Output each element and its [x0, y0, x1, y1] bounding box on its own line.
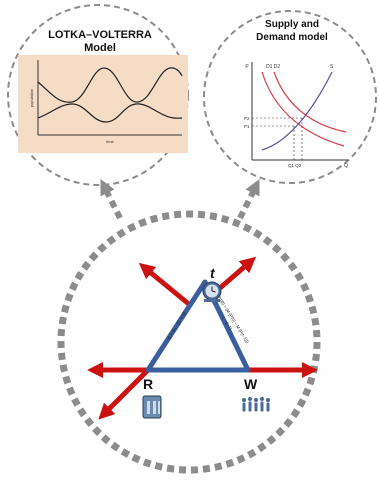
lotka-xlabel: time	[106, 139, 114, 144]
supply-demand-title-line1: Supply and	[265, 19, 319, 30]
arrow-top-left	[138, 262, 192, 307]
sd-p2-label: P2	[244, 116, 250, 121]
lotka-predator-curve	[37, 103, 183, 123]
sd-supply-curve	[261, 71, 333, 151]
arrow-top-right	[218, 256, 257, 290]
sd-p1-label: P1	[244, 124, 250, 129]
lotka-prey-curve	[37, 67, 183, 103]
red-arrows	[86, 256, 319, 420]
lotka-title-line2: Model	[84, 42, 116, 54]
sd-demand-curve-2	[273, 71, 347, 133]
sd-demand-curve-1	[261, 71, 345, 147]
supply-demand-title-line2: Demand model	[256, 32, 328, 43]
lotka-chart-background	[18, 55, 188, 153]
lotka-title-line1: LOTKA–VOLTERRA	[48, 29, 152, 41]
left-edge-formula: s = s₀ · (1 + r)ᵗ	[166, 310, 188, 340]
sd-q1q2-label: Q1 Q2	[288, 163, 302, 168]
supply-demand-dashed-circle	[203, 10, 377, 184]
lotka-volterra-panel: LOTKA–VOLTERRA Model population time	[7, 4, 189, 186]
supply-demand-panel: Supply and Demand model P Q D1 D2 S P2 P…	[203, 10, 377, 184]
sd-s-label: S	[330, 64, 334, 70]
blue-triangle	[145, 279, 251, 373]
sd-d1d2-label: D1 D2	[266, 64, 280, 70]
people-icon	[242, 397, 270, 412]
node-right-label: W	[244, 376, 258, 392]
lotka-ylabel: population	[29, 89, 34, 107]
arrow-bottom-left	[98, 368, 150, 420]
sd-axis-p-label: P	[245, 64, 249, 70]
sd-axis-q-label: Q	[344, 163, 348, 169]
main-dashed-circle	[57, 210, 321, 474]
clock-icon	[202, 281, 222, 302]
arrow-to-lotka	[100, 179, 123, 220]
arrow-to-supply-demand	[237, 179, 260, 220]
node-top-label: t	[210, 265, 216, 281]
building-icon	[142, 395, 162, 419]
node-left-label: R	[143, 376, 153, 392]
